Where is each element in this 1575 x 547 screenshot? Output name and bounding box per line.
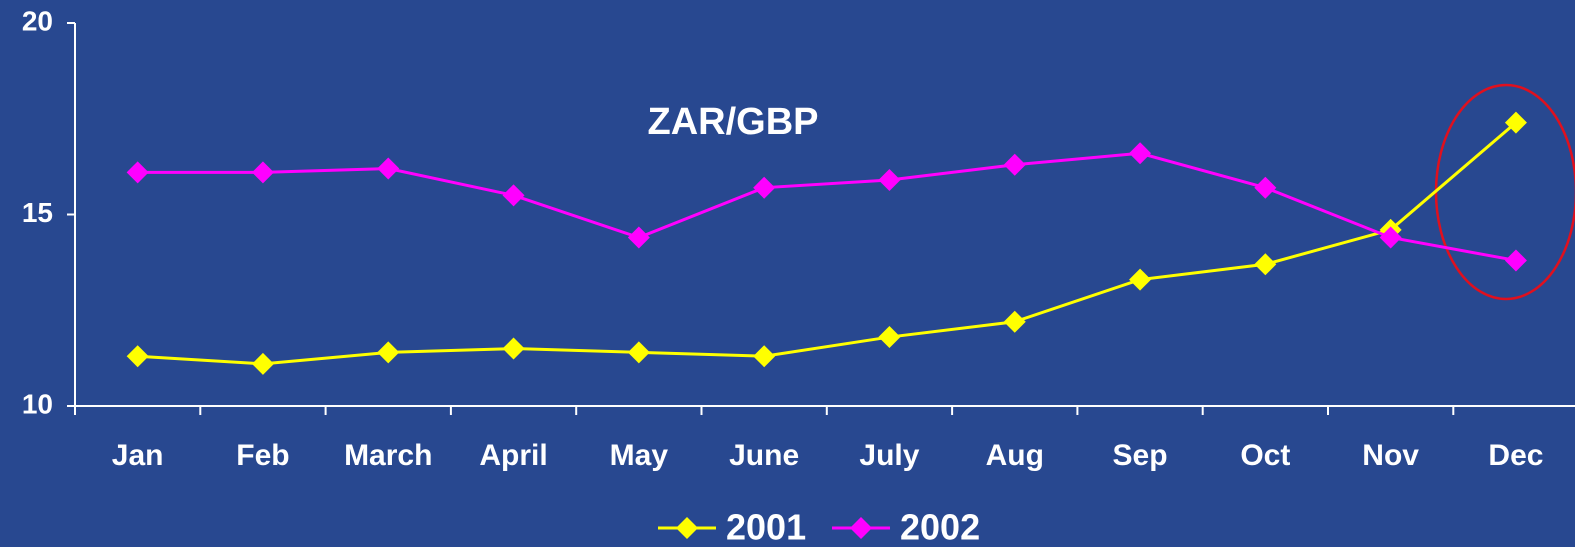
point (377, 157, 400, 180)
x-tick-label: Nov (1362, 439, 1419, 472)
point (1129, 142, 1152, 165)
point (1254, 253, 1277, 276)
point (126, 161, 149, 184)
point (627, 341, 650, 364)
point (627, 226, 650, 249)
x-tick-label: Dec (1488, 439, 1543, 472)
point (502, 184, 525, 207)
point (1003, 153, 1026, 176)
series-line (137, 121, 1517, 366)
x-tick-label: May (610, 439, 669, 472)
point (753, 176, 776, 199)
point (251, 352, 274, 375)
y-tick-label: 20 (22, 5, 53, 36)
point (878, 169, 901, 192)
legend-label: 2002 (900, 507, 980, 547)
point (377, 341, 400, 364)
point (126, 345, 149, 368)
x-tick-label: Aug (986, 439, 1044, 472)
x-tick-label: Jan (112, 439, 164, 472)
point (878, 326, 901, 349)
point (1003, 310, 1026, 333)
x-tick-label: June (729, 439, 799, 472)
point (1379, 226, 1402, 249)
point (1504, 249, 1527, 272)
series-line (137, 151, 1517, 262)
x-tick-label: Feb (236, 439, 289, 472)
point (1504, 111, 1527, 134)
point (1129, 268, 1152, 291)
y-tick-label: 15 (22, 197, 53, 228)
y-tick-label: 10 (22, 388, 53, 419)
x-tick-label: March (344, 439, 432, 472)
x-tick-label: Sep (1113, 439, 1168, 472)
legend-marker (676, 517, 698, 539)
legend-label: 2001 (726, 507, 806, 547)
x-tick-label: Oct (1240, 439, 1290, 472)
x-tick-label: July (859, 439, 919, 472)
point (1254, 176, 1277, 199)
point (753, 345, 776, 368)
x-tick-label: April (479, 439, 547, 472)
point (251, 161, 274, 184)
point (502, 337, 525, 360)
chart-title: ZAR/GBP (648, 101, 819, 143)
legend-marker (850, 517, 872, 539)
